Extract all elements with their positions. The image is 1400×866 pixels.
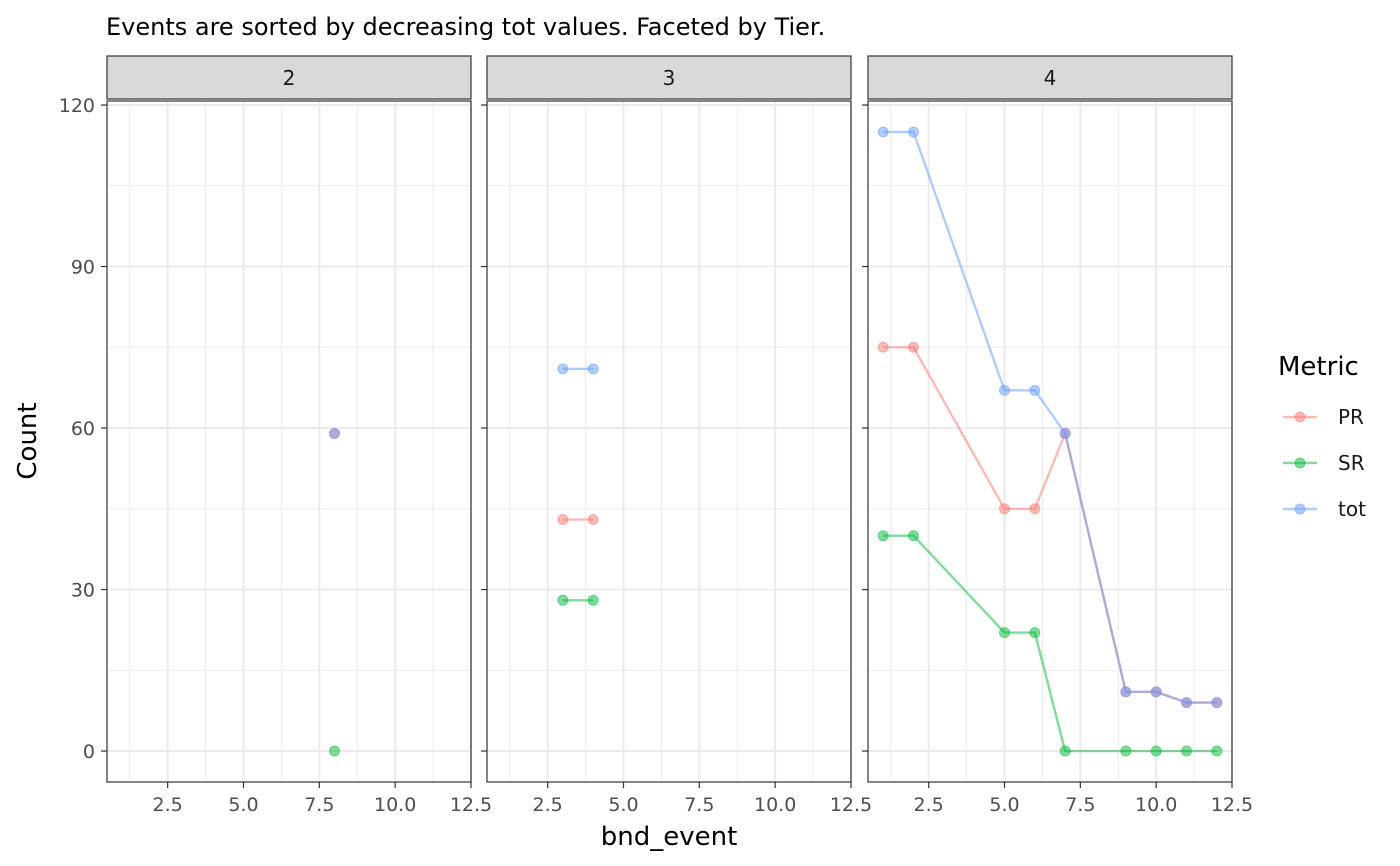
data-point-tot xyxy=(877,126,889,138)
data-point-tot xyxy=(587,363,599,375)
x-tick-label: 12.5 xyxy=(450,794,492,816)
x-tick-label: 5.0 xyxy=(228,794,258,816)
panel-border xyxy=(486,100,852,783)
data-point-SR xyxy=(1029,627,1041,639)
facet-strip xyxy=(867,55,1233,100)
panel-background xyxy=(487,101,851,782)
data-point-tot xyxy=(329,427,340,439)
y-axis-title: Count xyxy=(13,402,43,479)
data-point-PR xyxy=(908,341,919,353)
panel-border xyxy=(106,100,472,783)
data-point-SR xyxy=(329,745,340,757)
x-tick-label: 10.0 xyxy=(1135,794,1177,816)
x-tick-label: 10.0 xyxy=(374,794,416,816)
data-point-tot xyxy=(557,363,569,375)
data-point-tot xyxy=(1029,384,1041,396)
data-point-tot xyxy=(1150,686,1162,698)
legend-item-PR: PR xyxy=(1283,405,1364,429)
data-point-tot xyxy=(1059,427,1071,439)
legend-key-point xyxy=(1294,411,1306,423)
facet-strip-label: 3 xyxy=(663,66,676,90)
legend-item-tot: tot xyxy=(1283,497,1366,521)
facet-panel-3: 3 2.5 5.0 7.5 10.0 12.5 xyxy=(481,55,872,816)
data-point-SR xyxy=(1211,745,1223,757)
legend-item-SR: SR xyxy=(1283,451,1365,475)
legend-title: Metric xyxy=(1278,352,1359,382)
legend: Metric PR SR tot xyxy=(1278,352,1366,521)
data-point-tot xyxy=(1120,686,1132,698)
y-tick-label: 120 xyxy=(59,95,95,117)
panel-border xyxy=(867,100,1233,783)
x-tick-label: 10.0 xyxy=(754,794,796,816)
y-tick-label: 60 xyxy=(71,418,95,440)
facet-panel-4: 4 2.5 5.0 7.5 10.0 12.5 xyxy=(862,55,1253,816)
legend-label: SR xyxy=(1338,451,1365,475)
data-point-tot xyxy=(1181,697,1192,709)
y-tick-label: 30 xyxy=(71,580,95,602)
facet-strip xyxy=(486,55,852,100)
data-point-SR xyxy=(1150,745,1162,757)
x-tick-label: 12.5 xyxy=(1211,794,1253,816)
data-point-tot xyxy=(1211,697,1223,709)
data-point-tot xyxy=(908,126,919,138)
panel-background xyxy=(107,101,471,782)
legend-label: PR xyxy=(1338,405,1364,429)
data-point-PR xyxy=(557,514,569,526)
x-tick-label: 5.0 xyxy=(608,794,638,816)
data-point-SR xyxy=(587,594,599,606)
data-point-PR xyxy=(877,341,889,353)
x-tick-label: 7.5 xyxy=(1065,794,1095,816)
x-tick-label: 7.5 xyxy=(304,794,334,816)
x-tick-label: 2.5 xyxy=(533,794,563,816)
facet-panels: 2 2.5 5.0 7.5 10.0 12.5 0 30 60 90 120 3 2.5 5.0 7.5 10… xyxy=(59,55,1253,816)
legend-key-point xyxy=(1294,503,1306,515)
data-point-SR xyxy=(1059,745,1071,757)
facet-strip-label: 4 xyxy=(1044,66,1057,90)
x-tick-label: 2.5 xyxy=(153,794,183,816)
data-point-SR xyxy=(999,627,1010,639)
facet-strip xyxy=(106,55,472,100)
data-point-SR xyxy=(908,530,919,542)
data-point-tot xyxy=(999,384,1010,396)
panel-background xyxy=(868,101,1232,782)
legend-key-point xyxy=(1294,457,1306,469)
data-point-SR xyxy=(1181,745,1192,757)
x-tick-label: 12.5 xyxy=(830,794,872,816)
legend-label: tot xyxy=(1338,497,1366,521)
y-tick-label: 0 xyxy=(83,741,95,763)
x-tick-label: 7.5 xyxy=(684,794,714,816)
y-tick-label: 90 xyxy=(71,257,95,279)
data-point-SR xyxy=(877,530,889,542)
chart-title: Events are sorted by decreasing tot valu… xyxy=(106,13,825,41)
x-tick-label: 2.5 xyxy=(914,794,944,816)
facet-strip-label: 2 xyxy=(283,66,296,90)
data-point-SR xyxy=(557,594,569,606)
data-point-SR xyxy=(1120,745,1132,757)
data-point-PR xyxy=(1029,503,1041,515)
data-point-PR xyxy=(999,503,1010,515)
facet-panel-2: 2 2.5 5.0 7.5 10.0 12.5 0 30 60 90 120 xyxy=(59,55,492,816)
x-axis-title: bnd_event xyxy=(601,822,738,852)
data-point-PR xyxy=(587,514,599,526)
x-tick-label: 5.0 xyxy=(989,794,1019,816)
